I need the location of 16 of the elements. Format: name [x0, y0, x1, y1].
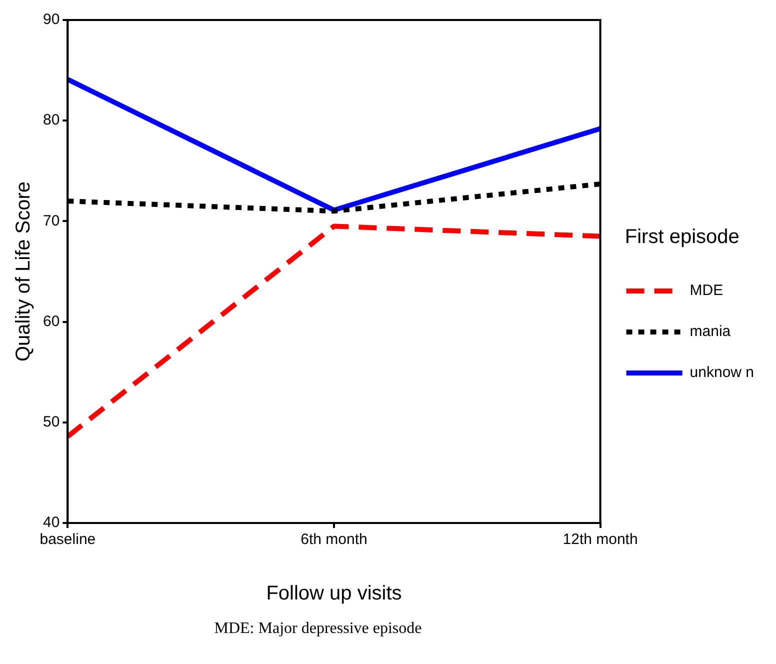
y-axis-title: Quality of Life Score [12, 181, 35, 362]
text: MDE: Major depressive episode [213, 620, 423, 638]
y-tick-label: 40 [42, 514, 60, 532]
y-tick-label: 60 [42, 312, 60, 330]
legend-label: MDE [690, 282, 724, 300]
x-tick-label: baseline [40, 531, 96, 548]
y-tick-label: 50 [42, 414, 60, 431]
legend-label: mania [690, 323, 732, 340]
legend-title: First episode [624, 226, 740, 248]
y-tick-label: 90 [42, 11, 60, 28]
y-tick-label: 80 [42, 112, 60, 129]
x-axis-title: Follow up visits [266, 582, 402, 605]
x-tick-label: 6th month [300, 531, 368, 548]
y-tick-label: 70 [42, 212, 60, 230]
x-tick-label: 12th month [562, 531, 638, 548]
legend-label: unknow n [690, 364, 754, 382]
